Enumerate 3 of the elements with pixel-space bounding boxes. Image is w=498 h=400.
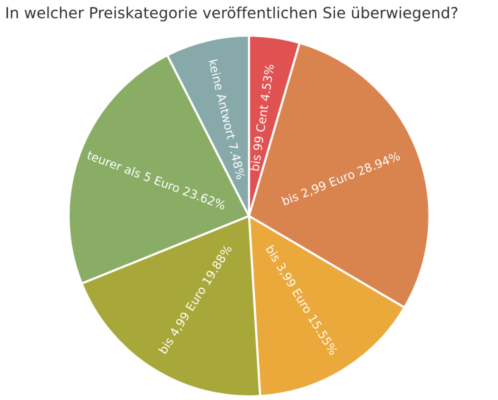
slice-label: bis 99 Cent 4.53% xyxy=(250,64,274,171)
slice-label: keine Antwort 7.48% xyxy=(208,59,246,180)
chart-title: In welcher Preiskategorie veröffentlichen Sie überwiegend? xyxy=(6,6,458,22)
